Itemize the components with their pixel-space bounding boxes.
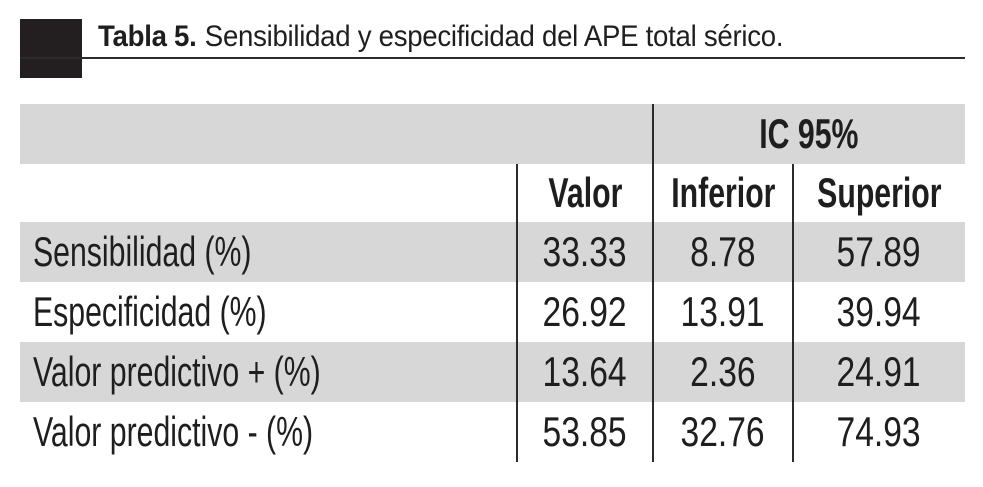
title-marker-square xyxy=(20,19,82,78)
inferior-value: 32.76 xyxy=(680,408,766,455)
table-row: Valor predictivo + (%) 13.64 2.36 24.91 xyxy=(20,342,965,402)
inferior-value: 13.91 xyxy=(680,288,766,335)
column-divider-superior xyxy=(792,164,794,462)
column-header-superior: Superior xyxy=(793,164,965,222)
column-header-superior-label: Superior xyxy=(816,169,942,216)
table-row: Especificidad (%) 26.92 13.91 39.94 xyxy=(20,282,965,342)
column-header-stub-cell xyxy=(20,164,517,222)
superior-value: 24.91 xyxy=(836,348,922,395)
column-header-valor-label: Valor xyxy=(548,169,622,216)
row-label-cell: Valor predictivo + (%) xyxy=(20,342,517,402)
superior-cell: 74.93 xyxy=(793,402,965,462)
row-label-cell: Sensibilidad (%) xyxy=(20,222,517,282)
inferior-cell: 13.91 xyxy=(653,282,793,342)
inferior-value: 8.78 xyxy=(690,228,756,275)
superior-value: 39.94 xyxy=(836,288,922,335)
row-label-cell: Valor predictivo - (%) xyxy=(20,402,517,462)
table-title: Tabla 5. Sensibilidad y especificidad del… xyxy=(98,21,783,53)
valor-cell: 26.92 xyxy=(517,282,653,342)
valor-cell: 33.33 xyxy=(517,222,653,282)
data-table: IC 95% Valor Inferior Superior Sensibili… xyxy=(20,104,965,462)
title-rule xyxy=(20,57,965,59)
row-label: Valor predictivo - (%) xyxy=(33,408,314,455)
column-header-inferior-label: Inferior xyxy=(670,169,776,216)
group-header-spacer-cell xyxy=(20,104,653,164)
superior-value: 57.89 xyxy=(836,228,922,275)
column-divider-ic95 xyxy=(652,104,654,462)
inferior-value: 2.36 xyxy=(690,348,756,395)
superior-value: 74.93 xyxy=(836,408,922,455)
valor-value: 33.33 xyxy=(542,228,628,275)
superior-cell: 24.91 xyxy=(793,342,965,402)
column-header-valor: Valor xyxy=(517,164,653,222)
inferior-cell: 8.78 xyxy=(653,222,793,282)
inferior-cell: 32.76 xyxy=(653,402,793,462)
inferior-cell: 2.36 xyxy=(653,342,793,402)
column-divider-valor xyxy=(516,164,518,462)
row-label: Sensibilidad (%) xyxy=(33,228,252,275)
table-row: Valor predictivo - (%) 53.85 32.76 74.93 xyxy=(20,402,965,462)
group-header-cell: IC 95% xyxy=(653,104,965,164)
superior-cell: 39.94 xyxy=(793,282,965,342)
table-row: Sensibilidad (%) 33.33 8.78 57.89 xyxy=(20,222,965,282)
valor-value: 53.85 xyxy=(542,408,628,455)
table-title-number: Tabla 5. xyxy=(98,20,197,53)
row-label: Valor predictivo + (%) xyxy=(33,348,321,395)
row-label: Especificidad (%) xyxy=(33,288,267,335)
valor-cell: 53.85 xyxy=(517,402,653,462)
valor-cell: 13.64 xyxy=(517,342,653,402)
valor-value: 26.92 xyxy=(542,288,628,335)
table-title-caption: Sensibilidad y especificidad del APE tot… xyxy=(204,20,784,53)
group-header-row: IC 95% xyxy=(20,104,965,164)
group-header-label: IC 95% xyxy=(759,110,859,157)
valor-value: 13.64 xyxy=(542,348,628,395)
superior-cell: 57.89 xyxy=(793,222,965,282)
column-header-inferior: Inferior xyxy=(653,164,793,222)
column-header-row: Valor Inferior Superior xyxy=(20,164,965,222)
row-label-cell: Especificidad (%) xyxy=(20,282,517,342)
